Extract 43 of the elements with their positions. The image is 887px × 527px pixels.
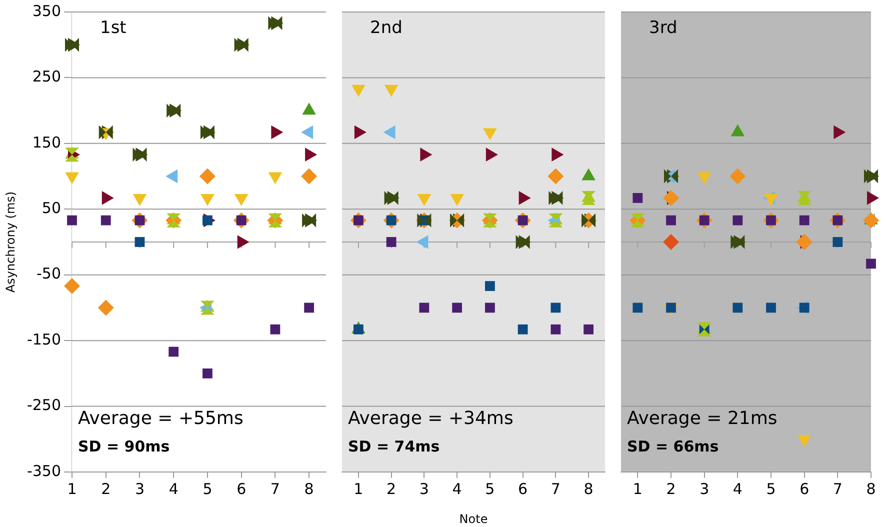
- x-tick-label: 5: [485, 480, 495, 498]
- y-tick-label: -150: [26, 330, 61, 348]
- band-label: 2nd: [370, 18, 402, 38]
- x-tick-label: 2: [666, 480, 676, 498]
- annotation: SD = 90ms: [78, 437, 170, 456]
- annotation: SD = 66ms: [627, 437, 719, 456]
- x-tick-label: 6: [800, 480, 810, 498]
- x-tick-label: 1: [354, 480, 364, 498]
- y-tick-label: 150: [32, 133, 61, 152]
- x-tick-label: 5: [202, 480, 212, 498]
- x-tick-label: 4: [732, 480, 742, 498]
- x-tick-label: 3: [700, 480, 710, 498]
- x-tick-label: 8: [584, 480, 594, 498]
- band-label: 3rd: [649, 18, 678, 38]
- annotation: Average = 21ms: [627, 408, 778, 430]
- x-tick-label: 3: [134, 480, 145, 498]
- y-tick-label: 350: [32, 2, 61, 20]
- x-tick-label: 2: [101, 480, 111, 498]
- x-tick-label: 6: [236, 480, 246, 498]
- x-axis-title: Note: [459, 512, 488, 526]
- x-tick-label: 8: [304, 480, 314, 498]
- annotation: Average = +55ms: [78, 408, 244, 430]
- x-tick-label: 6: [518, 480, 528, 498]
- x-tick-label: 4: [452, 480, 462, 498]
- y-tick-label: 50: [42, 199, 61, 218]
- x-tick-label: 2: [386, 480, 396, 498]
- x-tick-label: 4: [168, 480, 178, 498]
- annotation: Average = +34ms: [348, 408, 514, 430]
- y-tick-label: -250: [26, 396, 61, 414]
- x-tick-label: 7: [832, 480, 842, 498]
- x-tick-label: 1: [67, 480, 77, 498]
- y-tick-label: -50: [36, 264, 61, 283]
- x-tick-label: 3: [419, 480, 429, 498]
- x-tick-label: 7: [270, 480, 280, 498]
- band-label: 1st: [100, 18, 127, 38]
- x-tick-label: 8: [866, 480, 876, 498]
- annotation: SD = 74ms: [348, 437, 440, 456]
- x-tick-label: 5: [766, 480, 776, 498]
- x-tick-label: 1: [632, 480, 642, 498]
- x-tick-label: 7: [550, 480, 560, 498]
- y-axis-title: Asynchrony (ms): [3, 191, 18, 293]
- y-tick-label: 250: [32, 68, 61, 86]
- y-tick-label: -350: [26, 462, 61, 480]
